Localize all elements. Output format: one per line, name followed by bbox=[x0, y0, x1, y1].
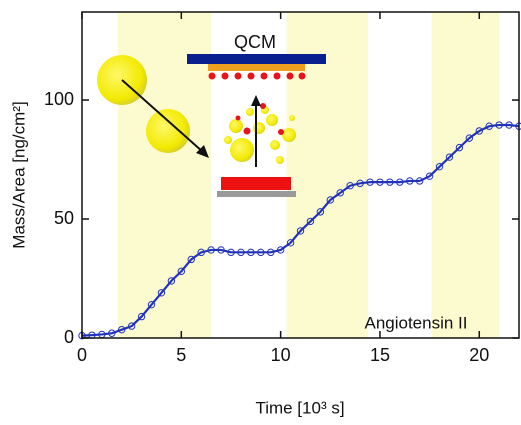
data-point bbox=[286, 239, 295, 247]
data-point bbox=[296, 227, 305, 235]
data-point bbox=[396, 178, 404, 186]
film-bar bbox=[221, 177, 291, 190]
illustration bbox=[97, 54, 326, 197]
x-tick-label: 20 bbox=[469, 345, 489, 365]
data-point bbox=[127, 322, 136, 330]
data-point bbox=[257, 248, 265, 257]
data-point bbox=[187, 255, 195, 264]
x-tick-label: 10 bbox=[271, 345, 291, 365]
annotation: QCM bbox=[234, 32, 276, 52]
arrow-head bbox=[251, 95, 261, 106]
data-point bbox=[197, 248, 205, 257]
data-point bbox=[147, 300, 156, 309]
data-point bbox=[485, 122, 493, 130]
data-point bbox=[475, 127, 483, 135]
data-point bbox=[336, 189, 344, 197]
data-point bbox=[217, 246, 225, 254]
data-point bbox=[237, 248, 245, 257]
y-tick-label: 100 bbox=[44, 89, 74, 109]
data-point bbox=[445, 153, 454, 161]
data-point bbox=[495, 121, 503, 129]
data-point bbox=[306, 217, 315, 226]
plot-frame bbox=[81, 11, 520, 339]
substrate-bar bbox=[217, 191, 296, 197]
data-point bbox=[137, 312, 146, 321]
y-tick-label: 0 bbox=[64, 327, 74, 347]
data-point bbox=[167, 277, 176, 285]
x-tick-label: 5 bbox=[176, 345, 186, 365]
data-point bbox=[356, 179, 364, 188]
data-point bbox=[207, 246, 215, 254]
sensor-bar bbox=[187, 54, 326, 64]
y-axis-label: Mass/Area [ng/cm²] bbox=[9, 101, 28, 248]
data-point bbox=[376, 178, 384, 186]
data-point bbox=[326, 196, 334, 204]
data-point bbox=[177, 267, 186, 276]
data-point bbox=[435, 162, 444, 171]
data-point bbox=[108, 329, 116, 337]
data-point bbox=[386, 178, 394, 186]
data-point bbox=[247, 248, 255, 257]
data-point bbox=[455, 143, 464, 152]
data-point bbox=[406, 177, 414, 185]
data-point bbox=[157, 289, 166, 297]
data-line bbox=[81, 123, 520, 337]
data-point bbox=[267, 248, 275, 257]
data-point bbox=[415, 177, 424, 185]
data-point bbox=[276, 246, 285, 254]
particle bbox=[146, 109, 190, 153]
data-point bbox=[425, 172, 434, 180]
shaded-region bbox=[431, 12, 500, 338]
data-point bbox=[366, 178, 374, 186]
annotation: Angiotensin II bbox=[364, 313, 467, 332]
x-axis-label: Time [10³ s] bbox=[255, 398, 344, 417]
adsorbed-dots bbox=[208, 72, 306, 80]
arrow-head bbox=[196, 145, 209, 158]
arrow bbox=[121, 79, 204, 153]
x-tick-label: 15 bbox=[370, 345, 390, 365]
electrode-bar bbox=[208, 64, 305, 71]
x-tick-label: 0 bbox=[77, 345, 87, 365]
small-particles bbox=[224, 103, 296, 164]
y-tick-label: 50 bbox=[54, 208, 74, 228]
data-point bbox=[505, 121, 513, 129]
data-point bbox=[465, 134, 474, 142]
data-point bbox=[227, 248, 235, 257]
data-point bbox=[118, 325, 126, 334]
data-point bbox=[346, 182, 354, 190]
data-point bbox=[316, 208, 325, 216]
